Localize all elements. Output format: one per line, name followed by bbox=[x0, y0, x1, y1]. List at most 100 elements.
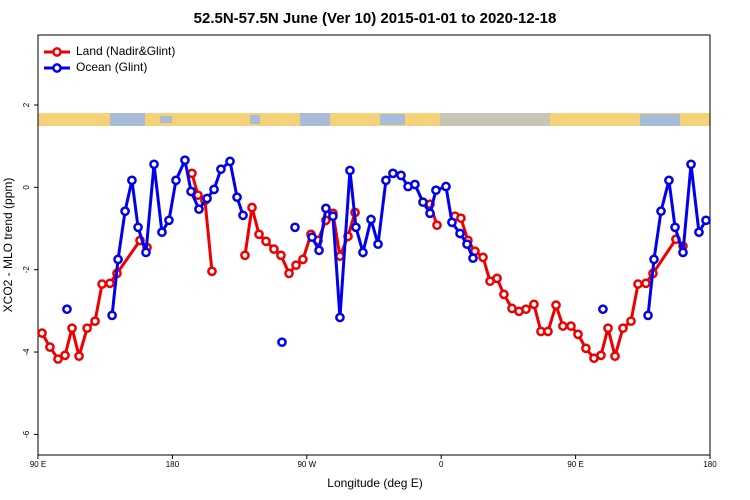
point bbox=[462, 239, 472, 250]
chart-title: 52.5N-57.5N June (Ver 10) 2015-01-01 to … bbox=[194, 10, 557, 27]
point bbox=[105, 278, 115, 289]
point bbox=[60, 350, 70, 361]
point bbox=[261, 236, 271, 247]
point bbox=[276, 250, 286, 261]
point bbox=[581, 343, 591, 354]
point bbox=[254, 229, 264, 240]
point bbox=[216, 164, 226, 175]
point bbox=[670, 222, 680, 233]
point bbox=[113, 254, 123, 265]
legend-label: Ocean (Glint) bbox=[76, 60, 147, 74]
point bbox=[240, 250, 250, 261]
x-tick-label: 180 bbox=[166, 460, 180, 469]
point bbox=[284, 268, 294, 279]
y-tick-label: -6 bbox=[22, 430, 31, 438]
point bbox=[277, 337, 287, 348]
point bbox=[456, 213, 466, 224]
point bbox=[290, 222, 300, 233]
point bbox=[74, 351, 84, 362]
point bbox=[314, 245, 324, 256]
y-tick-label: -2 bbox=[22, 266, 31, 274]
point bbox=[209, 184, 219, 195]
legend-label: Land (Nadir&Glint) bbox=[76, 44, 175, 58]
x-tick-label: 180 bbox=[703, 460, 717, 469]
point bbox=[598, 304, 608, 315]
point bbox=[492, 273, 502, 284]
point bbox=[529, 299, 539, 310]
point bbox=[321, 203, 331, 214]
point bbox=[120, 206, 130, 217]
point bbox=[566, 321, 576, 331]
point bbox=[633, 279, 643, 289]
point bbox=[543, 326, 553, 337]
point bbox=[694, 227, 704, 238]
point bbox=[207, 266, 217, 277]
point bbox=[455, 228, 465, 239]
point bbox=[298, 254, 308, 265]
point bbox=[107, 310, 117, 321]
point bbox=[396, 170, 406, 181]
point bbox=[97, 279, 107, 289]
legend-marker bbox=[52, 63, 62, 73]
point bbox=[373, 239, 383, 250]
point bbox=[521, 304, 531, 315]
point bbox=[425, 208, 435, 219]
point bbox=[664, 175, 674, 186]
point bbox=[164, 215, 174, 226]
y-tick-label: -4 bbox=[22, 348, 31, 356]
series-line bbox=[40, 172, 685, 362]
point bbox=[649, 254, 659, 265]
point bbox=[133, 222, 143, 233]
point bbox=[499, 289, 509, 300]
point bbox=[432, 220, 442, 231]
point bbox=[478, 252, 488, 263]
point bbox=[351, 222, 361, 233]
point bbox=[157, 227, 167, 238]
point bbox=[701, 215, 711, 226]
point bbox=[62, 304, 72, 315]
x-tick-label: 90 W bbox=[297, 460, 316, 469]
point bbox=[441, 181, 451, 192]
point bbox=[678, 247, 688, 258]
point bbox=[82, 323, 92, 334]
point bbox=[269, 244, 279, 254]
point bbox=[238, 210, 248, 221]
point bbox=[603, 323, 613, 334]
point bbox=[388, 168, 398, 179]
point bbox=[573, 329, 583, 340]
point bbox=[618, 323, 628, 334]
point bbox=[610, 351, 620, 362]
point bbox=[366, 214, 376, 225]
x-tick-label: 0 bbox=[439, 460, 444, 469]
point bbox=[643, 310, 653, 321]
point bbox=[186, 186, 196, 197]
point bbox=[468, 253, 478, 264]
x-axis-label: Longitude (deg E) bbox=[327, 476, 422, 490]
point bbox=[45, 342, 55, 352]
point bbox=[180, 155, 190, 166]
point bbox=[141, 247, 151, 258]
point bbox=[335, 312, 345, 323]
point bbox=[418, 197, 428, 208]
point bbox=[358, 247, 368, 258]
point bbox=[551, 300, 561, 310]
point bbox=[232, 192, 242, 203]
point bbox=[656, 206, 666, 217]
point bbox=[194, 204, 204, 215]
land-ocean-strip bbox=[38, 113, 710, 126]
point bbox=[247, 202, 257, 213]
point bbox=[626, 316, 636, 327]
y-axis-label: XCO2 - MLO trend (ppm) bbox=[1, 178, 15, 313]
plot-frame bbox=[37, 34, 711, 456]
y-tick-label: 2 bbox=[22, 102, 31, 107]
point bbox=[127, 175, 137, 186]
point bbox=[67, 323, 77, 334]
point bbox=[291, 260, 301, 271]
x-tick-label: 90 E bbox=[30, 460, 46, 469]
point bbox=[202, 193, 212, 204]
point bbox=[53, 354, 63, 364]
point bbox=[225, 156, 235, 167]
point bbox=[171, 175, 181, 186]
point bbox=[686, 159, 696, 170]
